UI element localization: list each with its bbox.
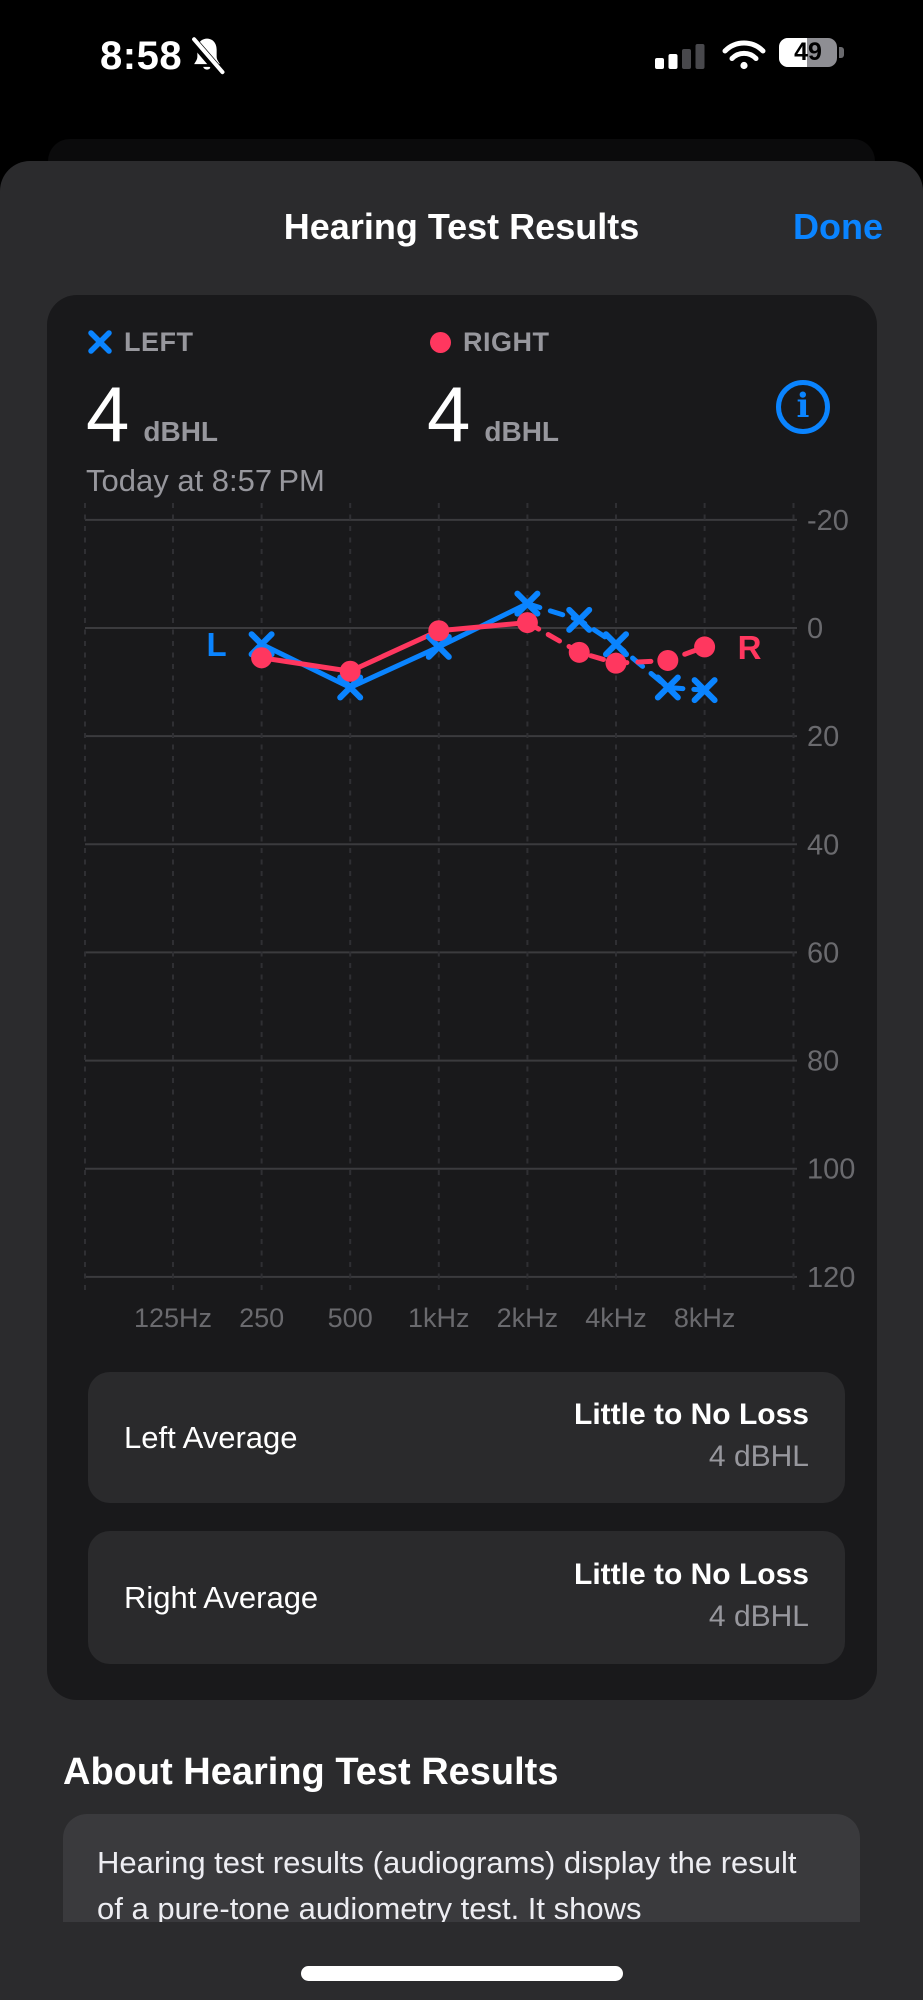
- left-value-group: 4 dBHL: [86, 375, 218, 453]
- right-data-point: [568, 641, 590, 663]
- x-tick-label: 125Hz: [134, 1303, 212, 1333]
- right-series-line-solid: [259, 620, 530, 674]
- right-data-point: [516, 612, 538, 634]
- about-section-title: About Hearing Test Results: [63, 1751, 559, 1793]
- left-average-value: 4 dBHL: [708, 1439, 809, 1473]
- y-tick-label: 0: [807, 613, 823, 645]
- y-tick-label: 80: [807, 1046, 839, 1078]
- y-tick-label: 40: [807, 829, 839, 861]
- about-card: Hearing test results (audiograms) displa…: [63, 1814, 860, 1922]
- battery-nub: [839, 47, 844, 58]
- right-average-status: Little to No Loss: [574, 1557, 809, 1591]
- left-data-point: [514, 590, 541, 617]
- page-title: Hearing Test Results: [283, 206, 640, 247]
- audiogram-chart: -20 0 20 40 60 80 100 120 125Hz 250 500 1kHz 2kHz 4kH…: [84, 503, 855, 1333]
- x-tick-label: 8kHz: [674, 1303, 736, 1333]
- right-data-point: [694, 636, 716, 658]
- done-button[interactable]: Done: [793, 206, 883, 247]
- right-average-value: 4 dBHL: [708, 1599, 809, 1633]
- left-data-point: [337, 674, 364, 701]
- left-series-line-solid: [259, 601, 530, 690]
- x-tick-label: 1kHz: [408, 1303, 470, 1333]
- left-data-point: [603, 631, 629, 658]
- battery-icon: 49: [779, 38, 844, 67]
- right-data-point: [657, 649, 679, 671]
- left-x-icon: [88, 330, 112, 354]
- x-tick-label: 4kHz: [585, 1303, 647, 1333]
- y-tick-label: 20: [807, 721, 839, 753]
- left-data-point: [566, 606, 593, 633]
- left-data-point: [654, 674, 681, 701]
- left-average-status: Little to No Loss: [574, 1397, 809, 1431]
- left-ear-label: L: [207, 626, 227, 663]
- left-value: 4: [86, 370, 130, 458]
- legend-right: RIGHT: [429, 326, 550, 357]
- test-date: Today at 8:57 PM: [86, 463, 325, 498]
- legend-left-label: LEFT: [124, 326, 194, 357]
- right-data-point: [251, 647, 273, 669]
- cellular-signal-icon: [655, 44, 705, 69]
- left-data-point: [425, 633, 452, 660]
- y-tick-label: 60: [807, 937, 839, 969]
- battery-fill: [779, 38, 807, 67]
- right-dot-icon: [430, 331, 451, 353]
- x-tick-label: 250: [239, 1303, 284, 1333]
- left-data-point: [691, 677, 718, 704]
- info-button[interactable]: i: [776, 380, 830, 434]
- status-time: 8:58: [100, 34, 183, 78]
- audiogram-card: LEFT RIGHT 4 dBHL 4 dBHL i Today at 8:57…: [47, 295, 877, 1700]
- notifications-silenced-icon: [189, 37, 225, 76]
- y-tick-label: -20: [807, 505, 849, 537]
- y-tick-label: 100: [807, 1154, 855, 1186]
- home-indicator[interactable]: [301, 1966, 623, 1981]
- legend-right-label: RIGHT: [463, 326, 550, 357]
- battery-percent: 49: [794, 38, 822, 66]
- right-data-point: [605, 652, 627, 674]
- hearing-results-sheet: Hearing Test Results Done LEFT RIGHT 4 d…: [0, 161, 923, 2000]
- right-unit: dBHL: [484, 416, 560, 447]
- left-average-label: Left Average: [124, 1419, 298, 1455]
- right-ear-label: R: [738, 629, 762, 666]
- x-tick-label: 2kHz: [497, 1303, 559, 1333]
- left-average-row[interactable]: Left Average Little to No Loss 4 dBHL: [88, 1372, 845, 1503]
- right-data-point: [428, 620, 450, 642]
- about-body-text: Hearing test results (audiograms) displa…: [97, 1845, 797, 1922]
- right-data-point: [339, 660, 361, 682]
- wifi-icon: [722, 40, 766, 70]
- y-tick-label: 120: [807, 1262, 855, 1294]
- left-unit: dBHL: [143, 416, 219, 447]
- legend-left: LEFT: [87, 326, 194, 357]
- right-average-row[interactable]: Right Average Little to No Loss 4 dBHL: [88, 1531, 845, 1664]
- right-value: 4: [427, 370, 471, 458]
- right-average-label: Right Average: [124, 1579, 319, 1615]
- right-value-group: 4 dBHL: [427, 375, 559, 453]
- x-tick-label: 500: [328, 1303, 373, 1333]
- info-icon: i: [796, 386, 810, 426]
